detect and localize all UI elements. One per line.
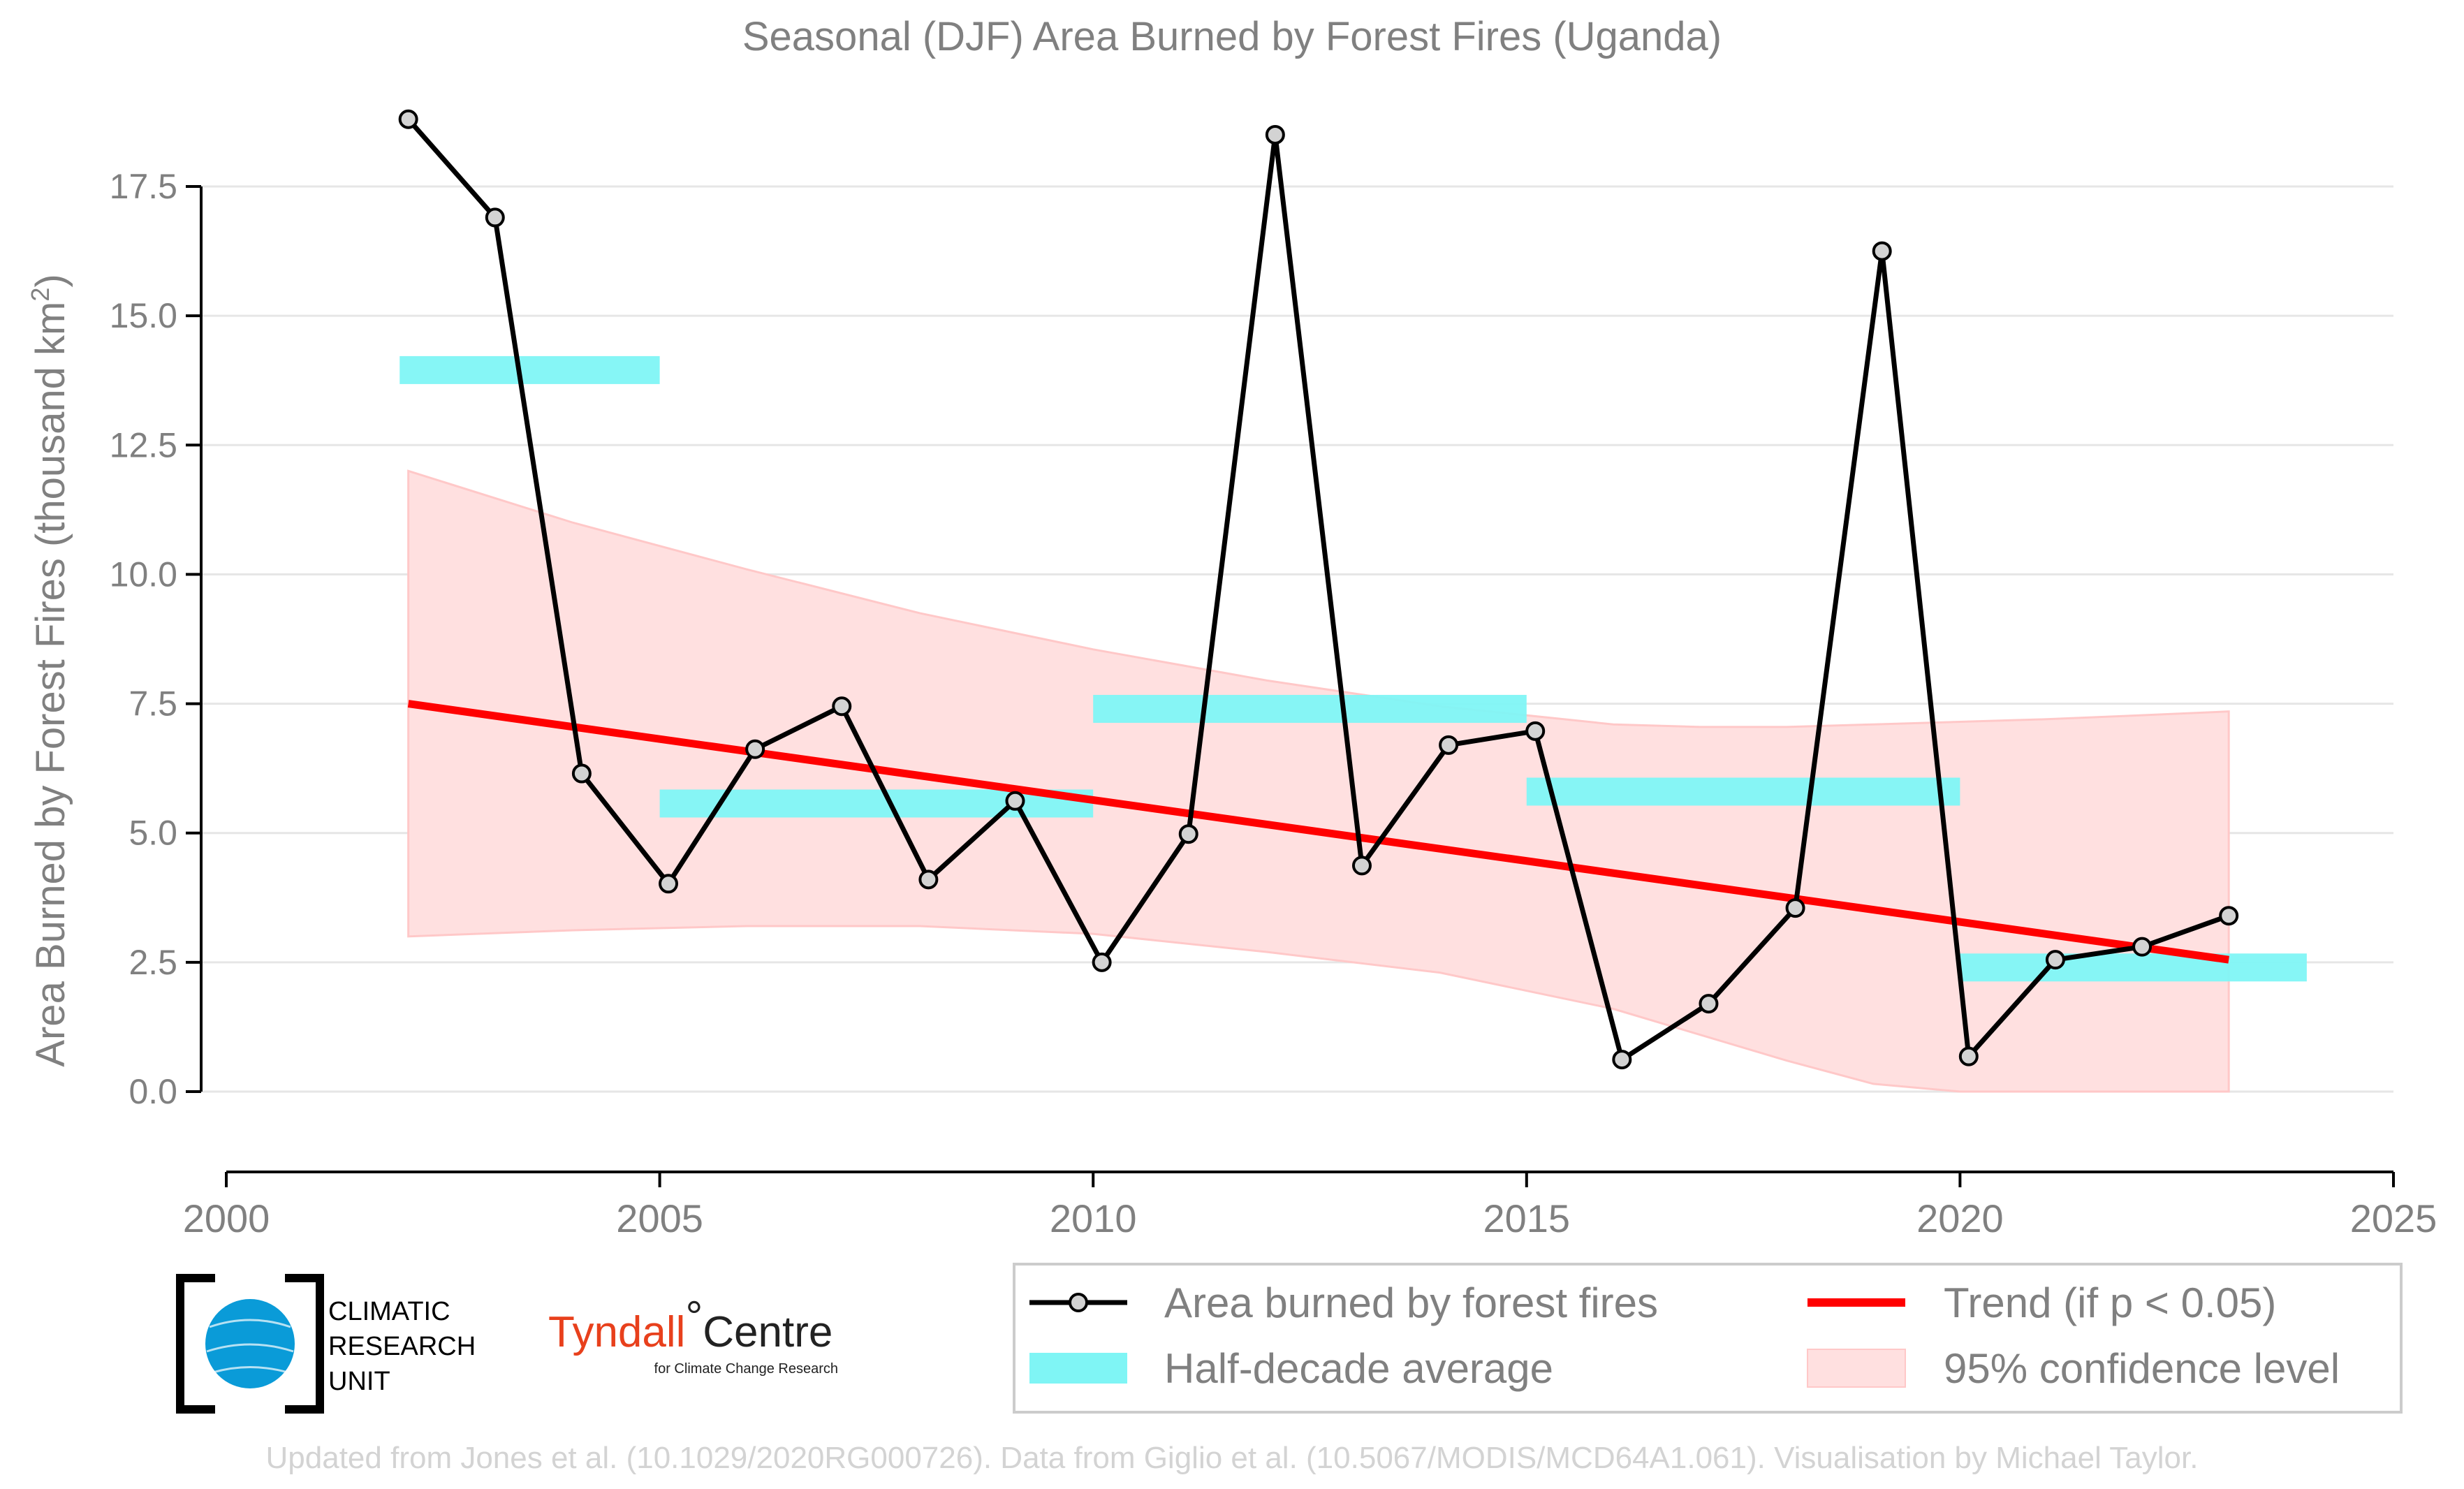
globe-lines-icon bbox=[206, 1319, 294, 1374]
data-point bbox=[485, 207, 505, 228]
tyndall-degree: ° bbox=[685, 1293, 703, 1341]
data-point bbox=[1005, 791, 1025, 811]
data-point bbox=[1872, 241, 1892, 261]
source-credit: Updated from Jones et al. (10.1029/2020R… bbox=[266, 1441, 2199, 1475]
x-tick-label: 2025 bbox=[2350, 1196, 2437, 1240]
cru-logo-bracket-right bbox=[285, 1274, 324, 1414]
half-decade-bar bbox=[1960, 953, 2307, 982]
legend-ci-swatch bbox=[1807, 1349, 1906, 1388]
y-tick-label: 7.5 bbox=[129, 684, 177, 724]
confidence-band bbox=[407, 469, 2230, 1093]
half-decade-bars bbox=[399, 355, 2307, 982]
data-point bbox=[1178, 824, 1198, 844]
trend-line-group bbox=[407, 700, 2229, 964]
half-decade-bar bbox=[399, 355, 660, 384]
data-point bbox=[571, 763, 592, 784]
y-axis-label-superscript: 2 bbox=[26, 288, 54, 302]
data-point bbox=[1092, 952, 1112, 972]
x-tick-label: 2000 bbox=[183, 1196, 270, 1240]
legend-label-half-decade: Half-decade average bbox=[1164, 1345, 1553, 1392]
legend-half-decade-swatch bbox=[1029, 1353, 1127, 1384]
data-point bbox=[398, 109, 418, 129]
x-tick-label: 2010 bbox=[1050, 1196, 1137, 1240]
legend-box bbox=[1013, 1263, 2403, 1414]
legend-label-area: Area burned by forest fires bbox=[1164, 1279, 1658, 1326]
x-tick-label: 2005 bbox=[616, 1196, 703, 1240]
data-point bbox=[2045, 950, 2065, 970]
tyndall-subtitle: for Climate Change Research bbox=[654, 1361, 838, 1377]
y-tick-label: 2.5 bbox=[129, 943, 177, 982]
y-axis-label-main: Area Burned by Forest Fires (thousand km bbox=[28, 302, 73, 1067]
x-axis: 2000 2005 2010 2015 2020 2025 bbox=[183, 1171, 2437, 1240]
trend-line bbox=[407, 700, 2229, 964]
data-point bbox=[1525, 721, 1546, 741]
cru-line-3: UNIT bbox=[328, 1367, 390, 1396]
y-tick-label: 12.5 bbox=[110, 425, 177, 464]
half-decade-bar bbox=[1526, 777, 1960, 806]
data-point bbox=[832, 696, 852, 717]
data-point bbox=[1958, 1046, 1979, 1066]
y-axis-label-close: ) bbox=[28, 274, 73, 287]
y-tick-label: 10.0 bbox=[110, 555, 177, 594]
cru-logo: CLIMATIC RESEARCH UNIT bbox=[176, 1274, 476, 1414]
cru-line-1: CLIMATIC bbox=[328, 1297, 450, 1326]
data-point bbox=[1785, 898, 1805, 918]
half-decade-bar bbox=[1093, 694, 1527, 723]
confidence-band-area bbox=[407, 469, 2230, 1093]
area-burned-series bbox=[398, 109, 2239, 1070]
tyndall-wordmark: Tyndall°Centre bbox=[548, 1293, 833, 1356]
data-point bbox=[2132, 937, 2153, 957]
y-tick-label: 5.0 bbox=[129, 814, 177, 853]
legend-label-trend: Trend (if p < 0.05) bbox=[1944, 1279, 2276, 1326]
data-point bbox=[2219, 906, 2239, 926]
data-point bbox=[1439, 735, 1459, 755]
y-axis: 0.0 2.5 5.0 7.5 10.0 12.5 15.0 17.5 bbox=[110, 167, 203, 1111]
area-burned-line bbox=[406, 117, 2230, 1062]
legend-marker-swatch bbox=[1069, 1293, 1088, 1312]
y-tick-label: 0.0 bbox=[129, 1072, 177, 1111]
legend-label-ci: 95% confidence level bbox=[1944, 1345, 2340, 1392]
y-tick-label: 15.0 bbox=[110, 296, 177, 335]
data-point bbox=[1351, 856, 1372, 876]
tyndall-logo: Tyndall°Centre for Climate Change Resear… bbox=[548, 1293, 838, 1377]
data-point bbox=[1699, 994, 1719, 1014]
y-tick-label: 17.5 bbox=[110, 167, 177, 206]
x-tick-label: 2020 bbox=[1916, 1196, 2004, 1240]
x-tick-label: 2015 bbox=[1483, 1196, 1571, 1240]
legend: Area burned by forest fires Trend (if p … bbox=[1013, 1263, 2403, 1414]
chart-title: Seasonal (DJF) Area Burned by Forest Fir… bbox=[742, 14, 1722, 59]
cru-logo-bracket-left bbox=[176, 1274, 215, 1414]
cru-line-2: RESEARCH bbox=[328, 1332, 476, 1361]
y-axis-label: Area Burned by Forest Fires (thousand km… bbox=[26, 274, 73, 1066]
data-point bbox=[1265, 124, 1285, 145]
tyndall-word: Tyndall bbox=[548, 1308, 685, 1356]
data-point bbox=[745, 739, 765, 759]
data-point bbox=[1612, 1050, 1632, 1070]
data-point bbox=[659, 874, 679, 894]
tyndall-centre: Centre bbox=[703, 1308, 833, 1356]
data-point bbox=[918, 870, 939, 890]
